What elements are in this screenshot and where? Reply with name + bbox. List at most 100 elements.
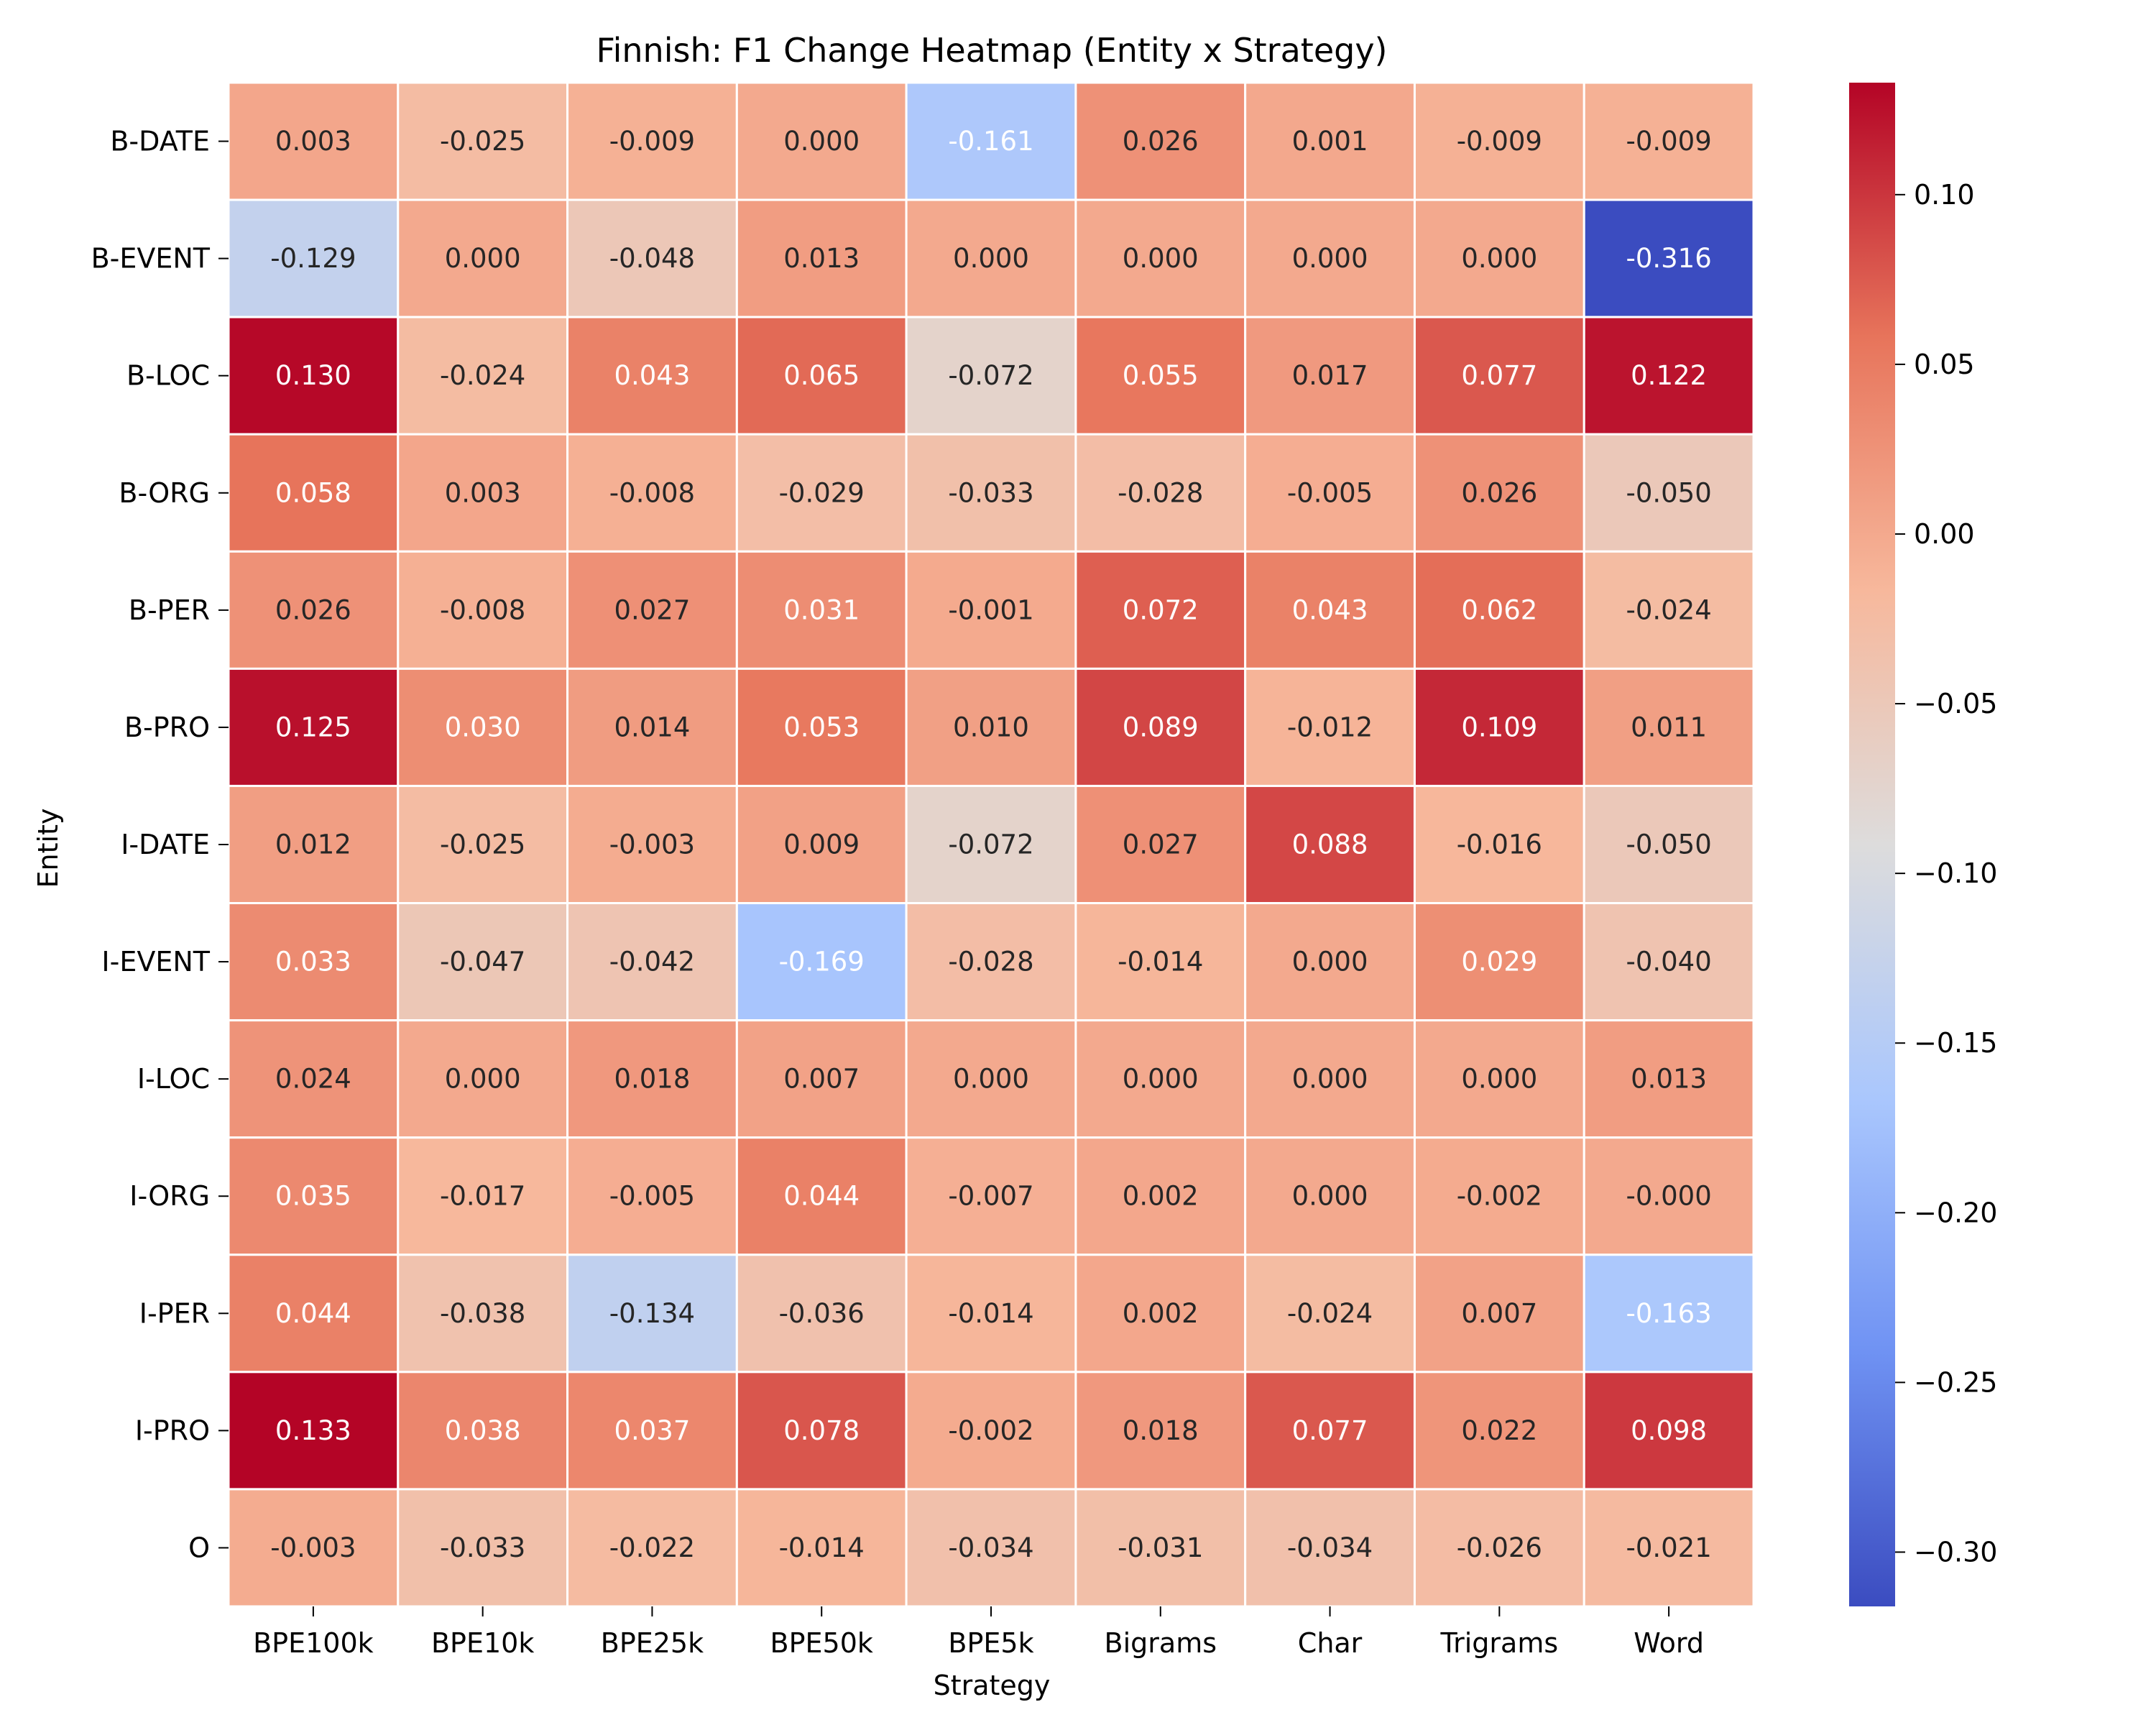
heatmap-cell [1074,1371,1247,1491]
colorbar-tick-label: 0.10 [1914,179,1975,211]
y-tick-label: B-LOC [126,360,210,392]
cell-value-label: -0.036 [779,1298,865,1329]
heatmap-cell [1244,1488,1416,1608]
cell-value-label: -0.026 [1457,1532,1542,1563]
heatmap-cell [1583,550,1755,670]
heatmap-cell [1413,1254,1585,1374]
cell-value-label: 0.002 [1123,1298,1199,1329]
heatmap-cell [735,1136,908,1256]
cell-value-label: -0.072 [948,829,1033,860]
cell-value-label: 0.077 [1461,360,1537,391]
cell-value-label: 0.007 [783,1064,860,1095]
cell-value-label: 0.024 [275,1064,351,1095]
x-tick-label: Trigrams [1440,1627,1559,1659]
chart-title: Finnish: F1 Change Heatmap (Entity x Str… [596,31,1388,70]
cell-value-label: -0.009 [609,126,695,157]
colorbar-tick-label: −0.15 [1914,1027,1997,1059]
cell-value-label: 0.044 [783,1181,860,1212]
heatmap-cell [1244,1136,1416,1256]
heatmap-cell [735,81,908,201]
y-tick-label: I-PER [139,1297,210,1329]
cell-value-label: -0.000 [1626,1181,1711,1212]
heatmap-cell [227,198,400,318]
cell-value-label: 0.000 [1292,1181,1368,1212]
cell-value-label: -0.029 [779,477,865,508]
cell-value-label: -0.134 [609,1298,695,1329]
cell-value-label: -0.025 [440,126,525,157]
y-tick-label: B-ORG [119,477,210,509]
cell-value-label: 0.065 [783,360,860,391]
heatmap-cell [905,1488,1077,1608]
cell-value-label: -0.042 [609,947,695,978]
y-axis-label: Entity [32,809,64,888]
heatmap-cell [397,1136,569,1256]
cell-value-label: -0.050 [1626,477,1711,508]
heatmap-cell [397,550,569,670]
cell-value-label: -0.040 [1626,947,1711,978]
heatmap-cell [905,902,1077,1022]
cell-value-label: 0.030 [445,712,521,742]
x-tick-label: BPE25k [601,1627,704,1659]
cell-value-label: 0.000 [445,1064,521,1095]
cell-value-label: -0.002 [948,1415,1033,1446]
heatmap-cell [1583,316,1755,436]
cell-value-label: 0.027 [1123,829,1199,860]
cell-value-label: -0.014 [1118,947,1203,978]
cell-value-label: 0.000 [953,1064,1029,1095]
heatmap-cell [735,1019,908,1139]
cell-value-label: -0.163 [1626,1298,1711,1329]
cell-value-label: 0.003 [275,126,351,157]
cell-value-label: 0.043 [614,360,690,391]
cell-value-label: -0.014 [779,1532,865,1563]
heatmap-cell [566,1136,738,1256]
cell-value-label: 0.072 [1123,594,1199,625]
heatmap-cell [1074,1019,1247,1139]
cell-value-label: 0.033 [275,947,351,978]
heatmap-cell [566,902,738,1022]
heatmap-cell [1074,1136,1247,1256]
heatmap-cell [1244,316,1416,436]
heatmap-cell [735,902,908,1022]
heatmap-cell [1244,198,1416,318]
heatmap-cell [905,198,1077,318]
heatmap-cell [1413,81,1585,201]
cell-value-label: -0.005 [609,1181,695,1212]
heatmap-cell [397,433,569,553]
heatmap-cell [1413,667,1585,787]
heatmap-cell [735,1488,908,1608]
heatmap-cell [227,81,400,201]
cell-value-label: -0.031 [1118,1532,1203,1563]
heatmap-cell [1583,667,1755,787]
heatmap-cell [1244,902,1416,1022]
cell-value-label: 0.038 [445,1415,521,1446]
cell-value-label: -0.002 [1457,1181,1542,1212]
heatmap-cell [1583,1371,1755,1491]
colorbar-tick-label: 0.00 [1914,518,1975,550]
heatmap-cell [735,316,908,436]
y-tick-label: I-ORG [129,1180,210,1212]
cell-value-label: 0.077 [1292,1415,1368,1446]
cell-value-label: 0.003 [445,477,521,508]
cell-value-label: 0.007 [1461,1298,1537,1329]
cell-value-label: -0.009 [1626,126,1711,157]
cell-value-label: 0.133 [275,1415,351,1446]
heatmap-cell [566,198,738,318]
heatmap-cell [566,550,738,670]
cell-value-label: 0.125 [275,712,351,742]
heatmap-cell [397,81,569,201]
cell-value-label: -0.072 [948,360,1033,391]
cell-value-label: 0.027 [614,594,690,625]
cell-value-label: -0.047 [440,947,525,978]
heatmap-cell [1244,1019,1416,1139]
heatmap-cell [397,1019,569,1139]
cell-value-label: 0.014 [614,712,690,742]
heatmap-cell [566,81,738,201]
cell-value-label: 0.026 [275,594,351,625]
x-tick-label: BPE10k [431,1627,534,1659]
colorbar-tick-label: 0.05 [1914,349,1975,380]
heatmap-cell [905,1371,1077,1491]
heatmap-cell [905,1019,1077,1139]
heatmap-cell [227,902,400,1022]
heatmap-cell [1413,1371,1585,1491]
cell-value-label: 0.012 [275,829,351,860]
